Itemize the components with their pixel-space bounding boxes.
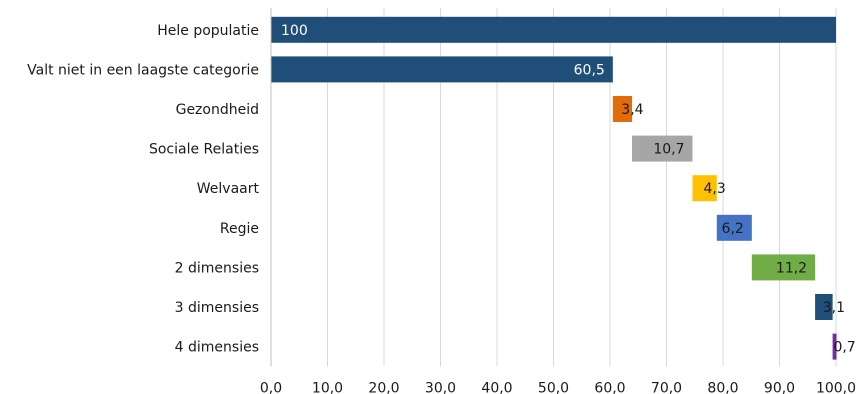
category-label: Gezondheid <box>176 102 259 118</box>
x-tick-label: 20,0 <box>368 380 399 394</box>
category-labels: Hele populatie Valt niet in een laagste c… <box>27 23 259 356</box>
bar <box>815 294 833 320</box>
data-label: 100 <box>281 23 308 39</box>
x-tick-label: 30,0 <box>425 380 456 394</box>
x-tick-label: 70,0 <box>651 380 682 394</box>
bar <box>692 175 717 202</box>
category-label: Regie <box>220 221 259 237</box>
x-tick-label: 100,0 <box>816 380 856 394</box>
category-label: 4 dimensies <box>175 340 259 356</box>
category-label: Hele populatie <box>157 23 259 39</box>
data-label: 60,5 <box>574 62 605 78</box>
bar <box>271 16 836 43</box>
x-tick-label: 10,0 <box>312 380 343 394</box>
data-label: 0,7 <box>833 340 855 356</box>
data-label: 4,3 <box>704 181 726 197</box>
bar <box>832 333 837 360</box>
x-tick-label: 0,0 <box>260 380 282 394</box>
category-label: 3 dimensies <box>175 300 259 316</box>
category-label: Sociale Relaties <box>149 142 259 158</box>
data-label: 3,1 <box>823 300 845 316</box>
data-label: 3,4 <box>621 102 643 118</box>
bar <box>271 56 613 83</box>
x-tick-label: 90,0 <box>764 380 795 394</box>
data-label: 11,2 <box>776 260 807 276</box>
category-label: Welvaart <box>197 181 260 197</box>
bars: 100 60,5 3,4 10,7 4,3 6,2 11,2 3,1 0,7 <box>271 16 856 360</box>
bar <box>716 214 752 241</box>
x-tick-label: 80,0 <box>707 380 738 394</box>
bar <box>751 254 816 281</box>
x-tick-label: 40,0 <box>481 380 512 394</box>
bar <box>632 135 693 162</box>
data-label: 10,7 <box>653 142 684 158</box>
x-tick-label: 60,0 <box>594 380 625 394</box>
data-label: 6,2 <box>722 221 744 237</box>
category-label: Valt niet in een laagste categorie <box>27 62 259 78</box>
x-tick-labels: 0,0 10,0 20,0 30,0 40,0 50,0 60,0 70,0 80,0 90,0 1… <box>260 380 856 394</box>
category-label: 2 dimensies <box>175 260 259 276</box>
bar <box>612 96 633 122</box>
x-tick-label: 50,0 <box>538 380 569 394</box>
